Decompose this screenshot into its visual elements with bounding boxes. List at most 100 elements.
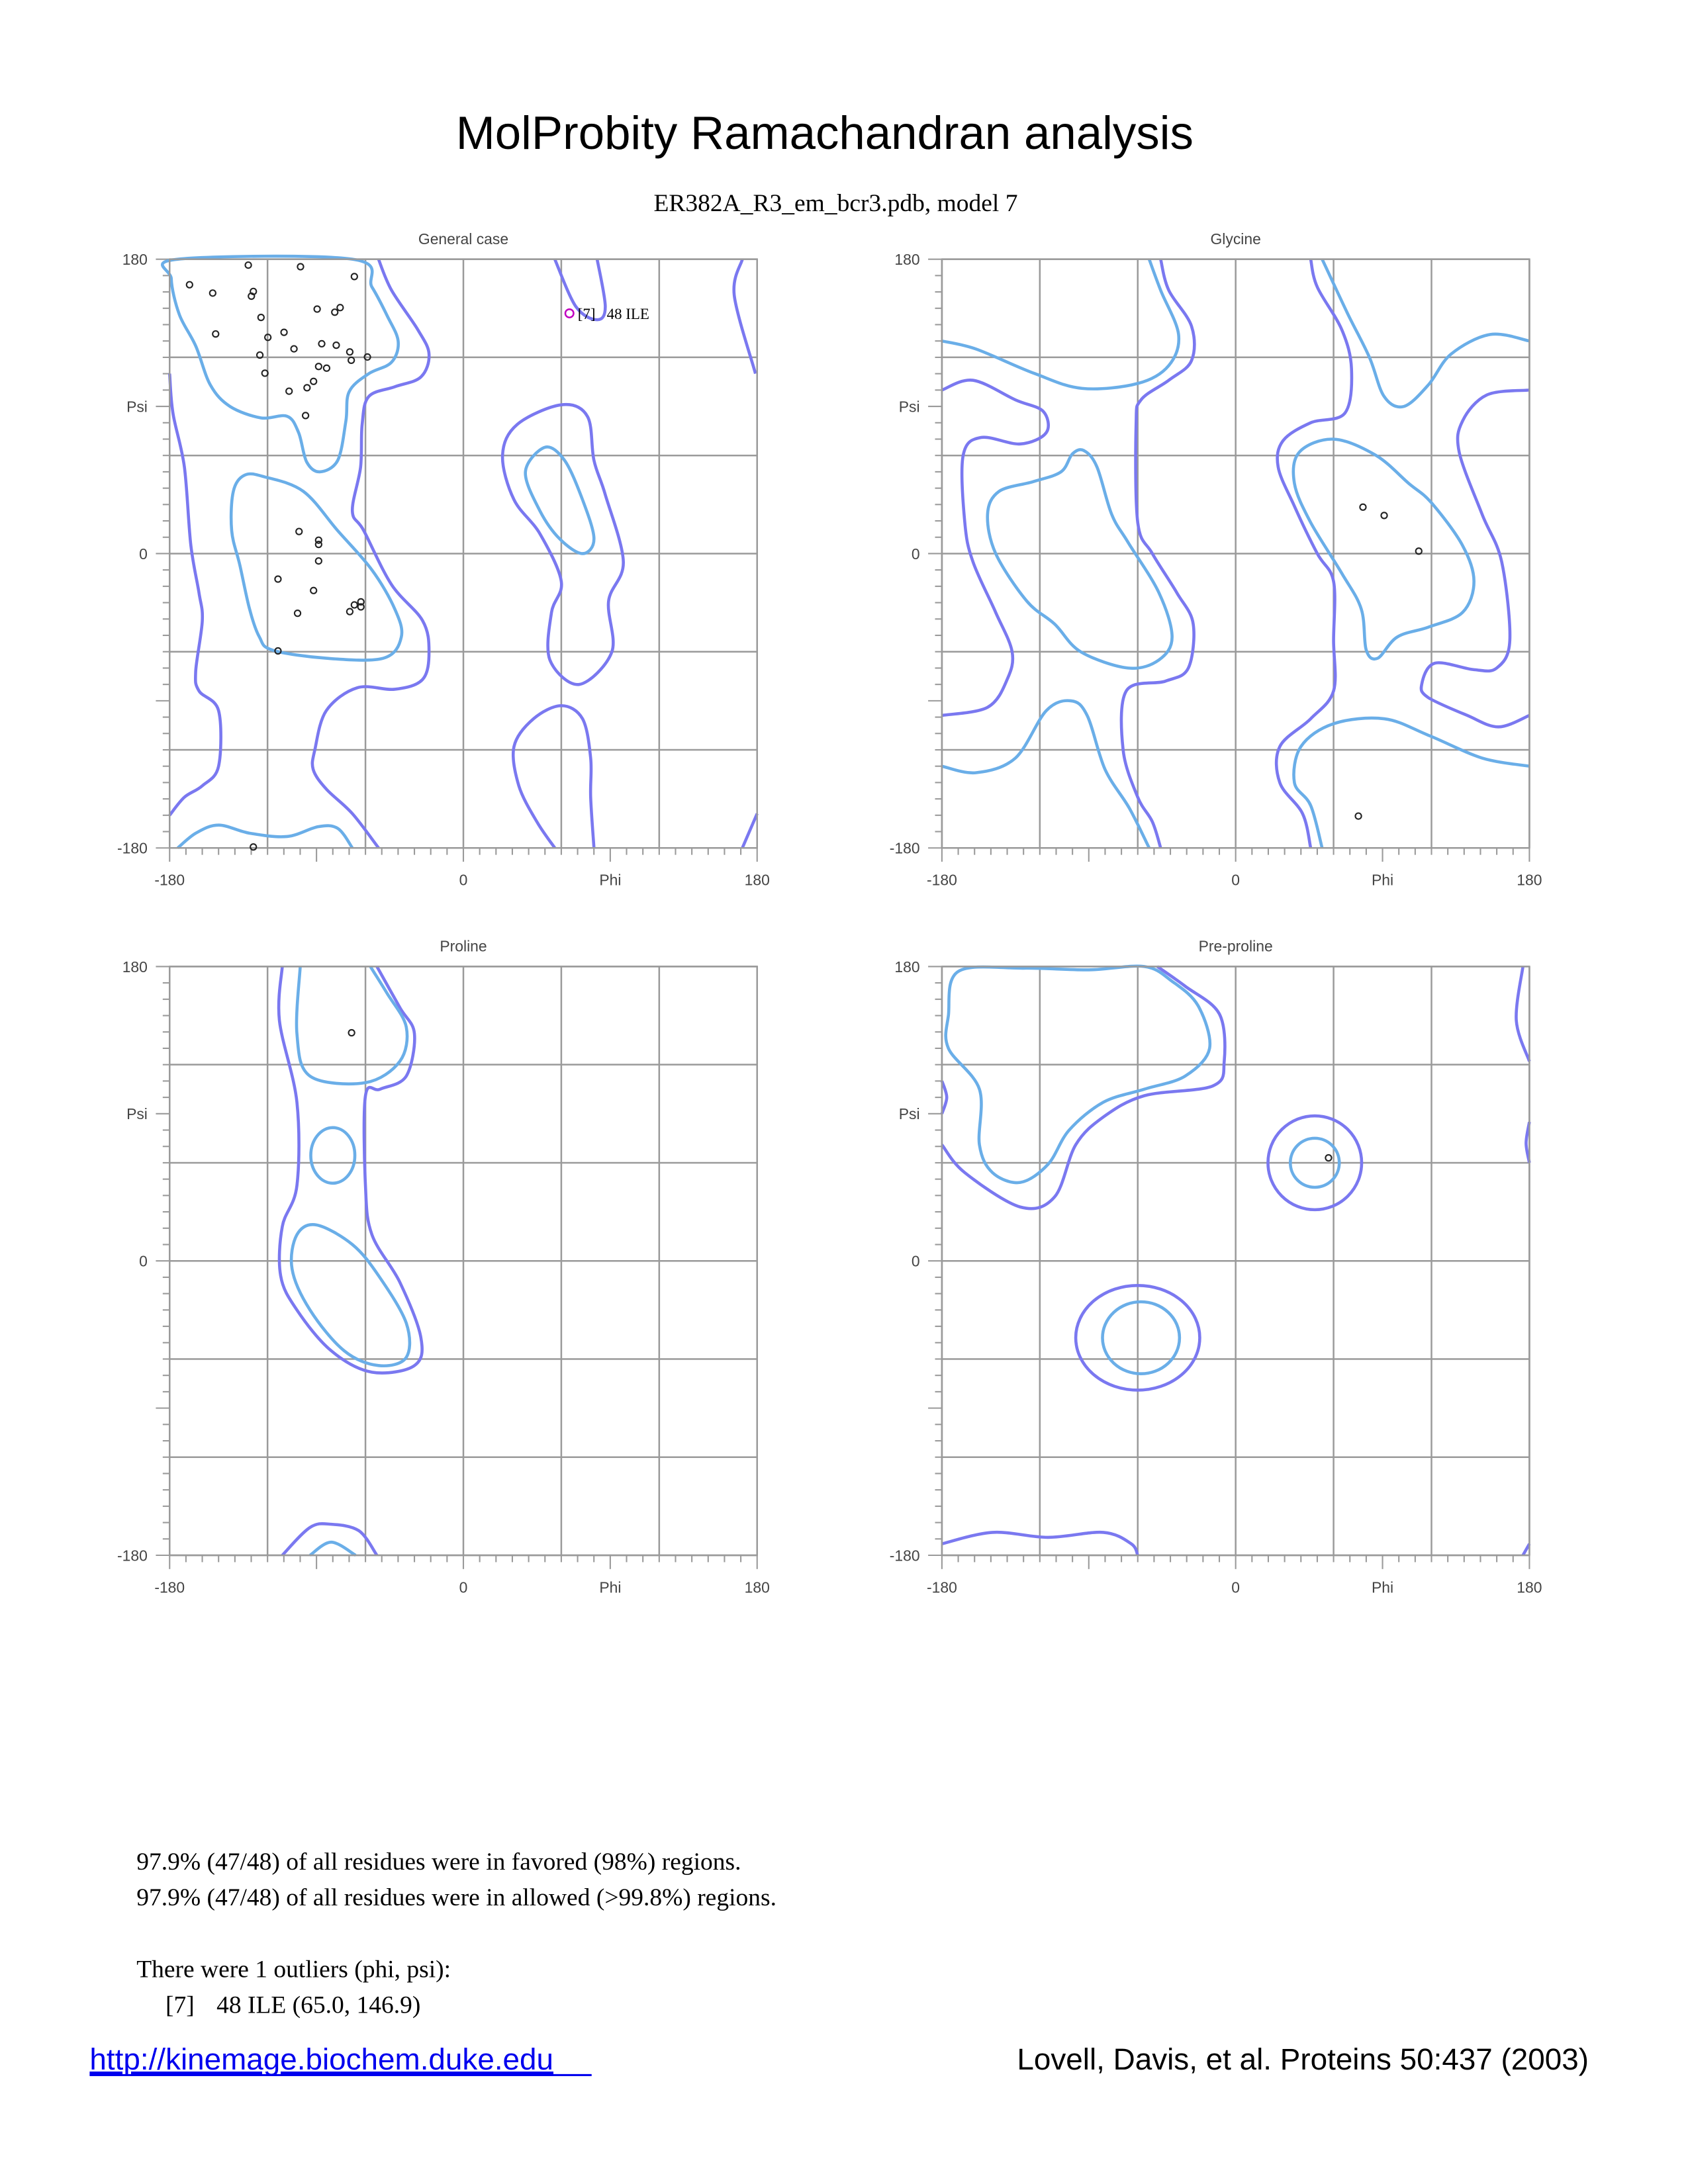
summary-favored: 97.9% (47/48) of all residues were in fa… <box>136 1848 741 1876</box>
residue-point <box>301 412 310 420</box>
allowed-contour <box>1419 388 1530 729</box>
favored-contour <box>986 448 1174 670</box>
favored-contour <box>941 699 1151 849</box>
residue-point <box>261 369 269 377</box>
y-axis-label: Psi <box>126 398 148 415</box>
x-tick-label: 180 <box>1517 1578 1542 1596</box>
outlier-label: [7] 48 ILE <box>578 306 649 322</box>
favored-contour <box>308 1540 357 1557</box>
outliers-heading: There were 1 outliers (phi, psi): <box>136 1956 451 1983</box>
residue-point <box>256 351 264 359</box>
residue-point <box>297 263 305 271</box>
allowed-contour <box>741 813 759 849</box>
y-tick-label: -180 <box>890 1547 920 1564</box>
residue-point <box>314 540 322 549</box>
residue-point <box>1380 512 1388 520</box>
citation: Lovell, Davis, et al. Proteins 50:437 (2… <box>1017 2042 1589 2076</box>
plot-glycine: Glycine -180 0 180 Phi 180 0 -180 Psi <box>890 230 1542 889</box>
allowed-contour <box>277 966 424 1375</box>
page-subtitle: ER382A_R3_em_bcr3.pdb, model 7 <box>654 190 1018 217</box>
residue-point <box>357 598 365 606</box>
favored-contour <box>1321 258 1530 409</box>
y-tick-label: 0 <box>139 1253 148 1270</box>
allowed-contour <box>500 402 625 686</box>
residue-point <box>285 387 293 395</box>
x-tick-label: -180 <box>154 1578 185 1596</box>
favored-contour <box>160 254 400 474</box>
residue-point <box>348 356 355 365</box>
x-axis-label: Phi <box>1372 1578 1393 1596</box>
y-tick-label: 0 <box>912 1253 920 1270</box>
x-tick-label: 180 <box>745 872 770 889</box>
x-tick-label: -180 <box>927 1578 957 1596</box>
y-tick-label: 180 <box>122 251 148 268</box>
outlier-detail: 48 ILE (65.0, 146.9) <box>216 1992 420 2019</box>
favored-contour <box>524 445 596 555</box>
residue-point <box>314 536 322 544</box>
allowed-contour <box>1119 259 1196 848</box>
residue-point <box>313 305 321 313</box>
y-tick-label: -180 <box>117 1547 148 1564</box>
plot-frame <box>168 966 758 1557</box>
residue-point <box>336 304 344 312</box>
favored-contour <box>309 1126 357 1185</box>
page-title: MolProbity Ramachandran analysis <box>456 107 1194 159</box>
residue-point <box>310 586 318 594</box>
y-tick-label: 0 <box>139 545 148 563</box>
residue-point <box>310 377 318 385</box>
residue-point <box>257 314 265 322</box>
allowed-contour <box>1274 259 1354 848</box>
allowed-contour <box>167 373 222 817</box>
x-tick-label: 0 <box>459 1578 468 1596</box>
favored-contour <box>289 1223 412 1368</box>
allowed-contour <box>1521 1543 1531 1557</box>
plot-frame <box>941 258 1530 849</box>
plot-pre-proline: Pre-proline -180 0 180 Phi 180 0 -180 Psi <box>890 938 1542 1596</box>
favored-contour <box>1288 1136 1341 1189</box>
x-tick-label: 0 <box>1231 872 1240 889</box>
plot-title: Proline <box>440 938 487 955</box>
favored-contour <box>1101 1300 1182 1376</box>
residue-point <box>1354 812 1362 820</box>
residue-point <box>322 364 331 372</box>
x-tick-label: -180 <box>154 872 185 889</box>
residue-point <box>314 557 322 565</box>
residue-point <box>248 292 256 300</box>
favored-contour <box>944 964 1212 1185</box>
y-tick-label: -180 <box>117 840 148 857</box>
residue-point <box>314 363 322 371</box>
y-axis-label: Psi <box>899 398 920 415</box>
residue-point <box>264 334 272 341</box>
favored-contour <box>295 966 409 1085</box>
plots: General case -180 0 180 Phi 180 0 -180 Psi [7] 48… <box>117 230 1542 1596</box>
residue-point <box>357 603 365 611</box>
plot-general-case: General case -180 0 180 Phi 180 0 -180 Psi [7] 48… <box>117 230 770 889</box>
outlier-id: [7] <box>165 1992 195 2019</box>
allowed-contour <box>941 965 1227 1210</box>
y-axis-label: Psi <box>899 1105 920 1122</box>
x-axis-label: Phi <box>1372 872 1393 889</box>
plot-frame <box>941 966 1530 1557</box>
residue-point <box>274 575 282 583</box>
residue-point <box>346 608 354 615</box>
outlier-point <box>564 308 575 318</box>
y-tick-label: 180 <box>122 958 148 976</box>
y-tick-label: 180 <box>894 251 919 268</box>
residue-point <box>290 345 298 353</box>
x-tick-label: 0 <box>459 872 468 889</box>
x-axis-label: Phi <box>599 1578 621 1596</box>
kinemage-link[interactable]: http://kinemage.biochem.duke.edu <box>89 2042 553 2076</box>
allowed-contour <box>553 258 607 322</box>
y-tick-label: 180 <box>894 958 919 976</box>
allowed-contour <box>941 379 1050 717</box>
plot-proline: Proline -180 0 180 Phi 180 0 -180 Psi <box>117 938 770 1596</box>
allowed-contour <box>281 1522 379 1557</box>
allowed-contour <box>1524 1121 1531 1163</box>
residue-point <box>274 647 282 655</box>
residue-point <box>303 384 311 392</box>
allowed-contour <box>1515 966 1531 1062</box>
residue-point <box>1325 1154 1333 1162</box>
residue-point <box>250 843 258 851</box>
allowed-contour <box>1074 1283 1201 1392</box>
